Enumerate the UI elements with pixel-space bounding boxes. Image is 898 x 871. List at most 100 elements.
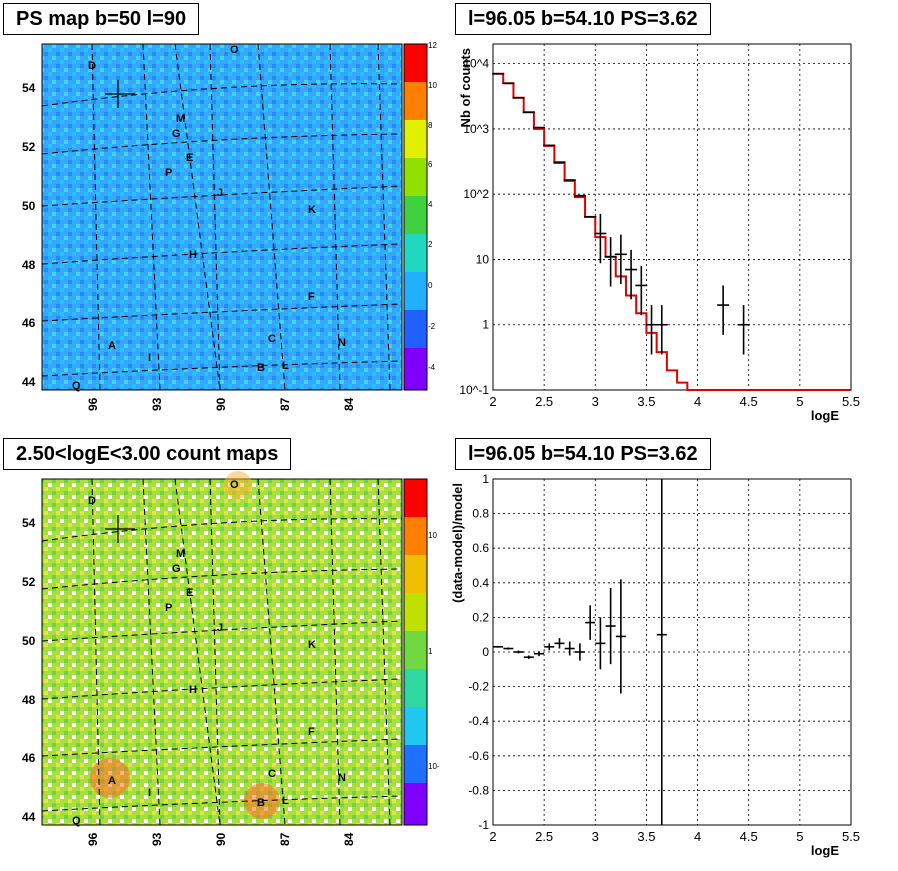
svg-text:4: 4 (428, 200, 433, 209)
svg-text:O: O (230, 44, 239, 56)
data-point (594, 213, 607, 264)
residual-point (513, 650, 524, 654)
residual-point (605, 587, 616, 665)
x-tick-label: 5 (796, 394, 803, 409)
svg-text:J: J (217, 622, 223, 634)
y-tick-label: -1 (478, 818, 489, 832)
data-point (625, 249, 638, 300)
y-tick-label: 0.8 (472, 507, 489, 521)
count-colorbar (403, 478, 428, 826)
residual-point (503, 647, 514, 650)
svg-text:44: 44 (22, 375, 36, 389)
svg-text:-2: -2 (428, 322, 436, 331)
svg-text:96: 96 (86, 832, 100, 846)
svg-text:93: 93 (150, 397, 164, 411)
svg-text:10: 10 (428, 81, 437, 90)
svg-text:A: A (108, 775, 116, 787)
svg-text:48: 48 (22, 258, 36, 272)
svg-text:J: J (217, 187, 223, 199)
y-tick-label: -0.6 (468, 749, 489, 763)
svg-text:84: 84 (342, 397, 356, 411)
count-map-crosshair (105, 515, 135, 543)
data-point (635, 265, 648, 316)
residual-point (574, 643, 585, 661)
x-tick-label: 3 (592, 829, 599, 844)
y-tick-label: 10^-1 (459, 383, 489, 397)
y-tick-label: 10 (476, 252, 490, 266)
y-tick-label: -0.8 (468, 783, 489, 797)
svg-text:-4: -4 (428, 363, 436, 372)
svg-text:N: N (338, 337, 346, 349)
svg-text:E: E (186, 587, 193, 599)
count-map-grid (41, 478, 403, 826)
data-point (717, 285, 730, 335)
spectrum-chart: 2 2.5 3 3.5 4 4.5 5 5.5 10^-1 1 10 10^2 10^3 10^4 logE… (458, 43, 860, 423)
svg-text:F: F (308, 726, 315, 738)
y-tick-label: 10^4 (463, 57, 489, 71)
x-tick-label: 3.5 (637, 829, 655, 844)
ps-colorbar-ticks: 12 10 8 6 4 2 0 -2 -4 (428, 41, 437, 372)
svg-text:52: 52 (22, 575, 36, 589)
data-point (604, 237, 617, 287)
svg-text:F: F (308, 291, 315, 303)
svg-text:C: C (268, 768, 276, 780)
x-tick-label: 2 (489, 829, 496, 844)
plot-frame (492, 478, 852, 826)
count-map-title: 2.50<logE<3.00 count maps (3, 438, 292, 470)
svg-text:M: M (176, 113, 185, 125)
svg-text:M: M (176, 548, 185, 560)
svg-text:50: 50 (22, 634, 36, 648)
x-tick-label: 5.5 (842, 394, 860, 409)
x-tick-label: 5 (796, 829, 803, 844)
residual-point (656, 479, 667, 825)
svg-text:I: I (148, 352, 151, 364)
residual-point (585, 605, 596, 640)
svg-text:B: B (257, 362, 265, 374)
svg-text:G: G (172, 563, 181, 575)
count-map-y-ticks: 54 52 50 48 46 44 (22, 516, 36, 824)
count-map-source-labels: D O MG E P J K H F C N A I B L Q (72, 479, 346, 827)
residual-point (595, 617, 606, 670)
x-tick-label: 4 (694, 829, 701, 844)
svg-text:Q: Q (72, 380, 81, 392)
svg-text:D: D (88, 495, 96, 507)
svg-text:90: 90 (214, 832, 228, 846)
svg-text:H: H (189, 684, 197, 696)
svg-text:96: 96 (86, 397, 100, 411)
svg-text:1: 1 (428, 647, 433, 656)
x-tick-label: 5.5 (842, 829, 860, 844)
svg-text:A: A (108, 340, 116, 352)
y-tick-label: 1 (482, 318, 489, 332)
residual-point (534, 651, 545, 657)
x-tick-label: 4.5 (740, 394, 758, 409)
svg-text:K: K (308, 204, 316, 216)
svg-text:10-1: 10-1 (428, 762, 440, 771)
residual-point (523, 655, 534, 659)
y-tick-label: 0.6 (472, 541, 489, 555)
count-colorbar-ticks: 10 1 10-1 (428, 531, 440, 771)
svg-text:K: K (308, 639, 316, 651)
svg-text:H: H (189, 249, 197, 261)
svg-text:10: 10 (428, 531, 437, 540)
svg-text:I: I (148, 787, 151, 799)
x-tick-label: 3 (592, 394, 599, 409)
ps-map-area (41, 43, 403, 391)
data-point (614, 234, 627, 285)
residual-title: l=96.05 b=54.10 PS=3.62 (455, 438, 711, 470)
svg-text:E: E (186, 152, 193, 164)
svg-text:G: G (172, 128, 181, 140)
spectrum-title: l=96.05 b=54.10 PS=3.62 (455, 3, 711, 35)
svg-text:C: C (268, 333, 276, 345)
svg-text:D: D (88, 60, 96, 72)
y-tick-label: 10^2 (463, 187, 489, 201)
svg-text:87: 87 (278, 397, 292, 411)
svg-text:12: 12 (428, 41, 437, 50)
svg-text:8: 8 (428, 121, 433, 130)
plot-frame (492, 43, 852, 391)
ps-map-crosshair (105, 80, 135, 108)
x-tick-label: 2.5 (535, 394, 553, 409)
ps-map-y-ticks: 54 52 50 48 46 44 (22, 81, 36, 389)
svg-text:N: N (338, 772, 346, 784)
ps-colorbar (403, 43, 428, 391)
